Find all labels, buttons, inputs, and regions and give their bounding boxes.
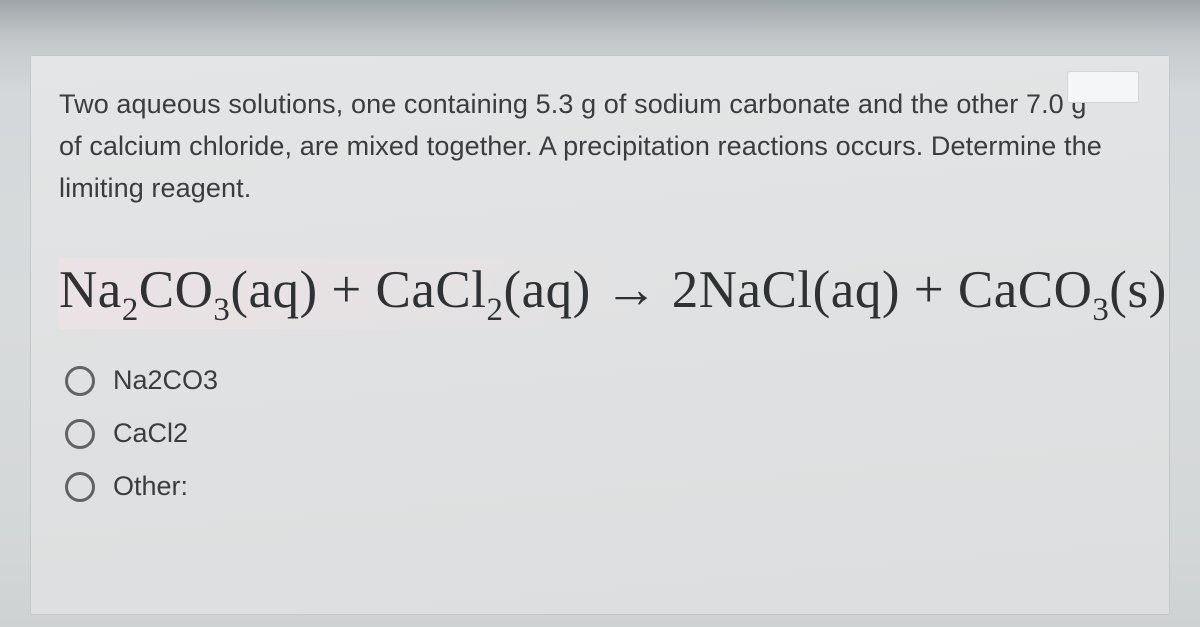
arrow: → <box>605 261 659 319</box>
sub: 2 <box>487 292 504 328</box>
coef: 2 <box>672 261 699 319</box>
radio-icon <box>65 472 95 502</box>
state: (s) <box>1109 261 1166 319</box>
product-1: 2NaCl(aq) <box>672 261 900 319</box>
option-cacl2[interactable]: CaCl2 <box>65 418 1141 449</box>
question-card: Two aqueous solutions, one containing 5.… <box>30 55 1170 615</box>
sub: 3 <box>213 292 230 328</box>
plus-sign: + <box>914 261 944 319</box>
sub: 3 <box>1092 292 1109 328</box>
option-na2co3[interactable]: Na2CO3 <box>65 365 1141 396</box>
question-text: Two aqueous solutions, one containing 5.… <box>59 84 1109 210</box>
state: (aq) <box>503 261 590 319</box>
radio-icon <box>65 419 95 449</box>
plus-sign: + <box>331 261 361 319</box>
product-2: CaCO3(s) <box>958 261 1167 319</box>
state: (aq) <box>813 261 900 319</box>
reactant-2: CaCl2(aq) <box>376 261 591 319</box>
options-group: Na2CO3 CaCl2 Other: <box>59 365 1141 502</box>
chemical-equation: Na2CO3(aq) + CaCl2(aq) → 2NaCl(aq) + CaC… <box>59 258 1141 330</box>
state: (aq) <box>230 261 317 319</box>
radio-icon <box>65 366 95 396</box>
option-other[interactable]: Other: <box>65 471 1141 502</box>
option-label: Other: <box>113 471 188 502</box>
sub: 2 <box>122 292 139 328</box>
option-label: Na2CO3 <box>113 365 218 396</box>
option-label: CaCl2 <box>113 418 188 449</box>
reactant-1: Na2CO3(aq) <box>59 261 318 319</box>
